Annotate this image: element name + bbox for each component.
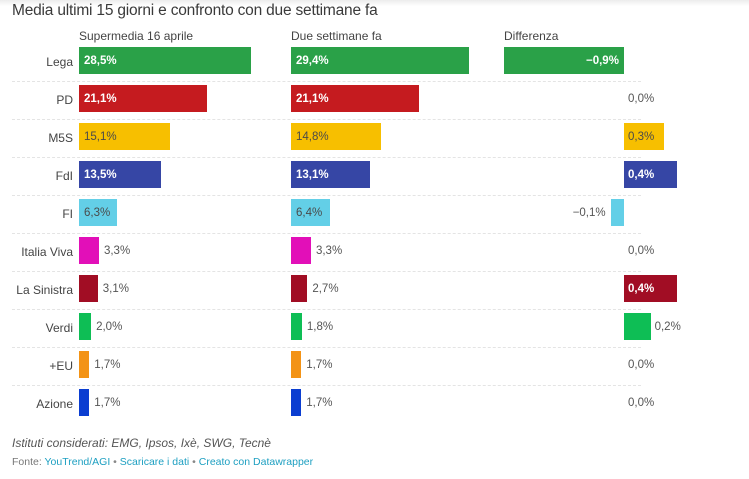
bar-due-settimane (291, 123, 381, 150)
value-label: 15,1% (84, 131, 117, 143)
separator: • (110, 456, 120, 468)
difference-label: −0,1% (572, 207, 606, 219)
category-label: PD (56, 93, 73, 107)
value-label: 6,4% (296, 207, 323, 219)
value-label: 1,7% (94, 359, 121, 371)
category-label: +EU (49, 359, 73, 373)
bar-supermedia (79, 389, 90, 416)
column-header-supermedia: Supermedia 16 aprile (79, 29, 194, 43)
source-prefix: Fonte: (12, 456, 45, 468)
bar-due-settimane (291, 237, 311, 264)
chart-row: La Sinistra 3,1% 2,7% 0,4% (12, 271, 678, 310)
bar-due-settimane (291, 85, 419, 112)
bar-due-settimane (291, 389, 302, 416)
bar-supermedia (79, 237, 99, 264)
download-data-link[interactable]: Scaricare i dati (119, 456, 190, 468)
value-label: 1,7% (94, 397, 121, 409)
value-label: 21,1% (296, 93, 329, 105)
bar-due-settimane (291, 351, 302, 378)
category-label: Azione (36, 397, 73, 411)
source-link[interactable]: YouTrend/AGI (44, 456, 111, 468)
chart-row: FdI 13,5% 13,1% 0,4% (12, 157, 678, 196)
column-header-due-settimane: Due settimane fa (291, 29, 382, 43)
category-label: FdI (55, 169, 73, 183)
chart-row: Lega 28,5% 29,4% −0,9% (12, 43, 641, 82)
difference-label: 0,2% (654, 321, 681, 333)
value-label: 13,1% (296, 169, 329, 181)
chart-row: Azione 1,7% 1,7% 0,0% (12, 385, 654, 423)
value-label: 3,1% (102, 283, 129, 295)
category-label: Lega (46, 55, 73, 69)
chart-row: PD 21,1% 21,1% 0,0% (12, 81, 654, 120)
bar-supermedia (79, 351, 90, 378)
value-label: 1,7% (306, 397, 333, 409)
chart-row: FI 6,3% 6,4% −0,1% (12, 195, 641, 234)
bar-differenza (624, 123, 664, 150)
bar-supermedia (79, 123, 171, 150)
bar-due-settimane (291, 161, 371, 188)
difference-label: 0,0% (628, 359, 655, 371)
bar-due-settimane (291, 47, 469, 74)
value-label: 28,5% (84, 55, 117, 67)
value-label: 21,1% (84, 93, 117, 105)
bar-supermedia (79, 275, 98, 302)
bar-supermedia (79, 161, 161, 188)
bar-supermedia (79, 47, 252, 74)
value-label: 2,7% (312, 283, 339, 295)
bar-differenza (624, 161, 678, 188)
bar-supermedia (79, 313, 92, 340)
value-label: 1,7% (306, 359, 333, 371)
chart-source: Fonte: YouTrend/AGI • Scaricare i dati •… (12, 456, 313, 468)
bar-differenza (624, 275, 678, 302)
value-label: 6,3% (84, 207, 111, 219)
difference-label: 0,0% (628, 397, 655, 409)
chart-title: Media ultimi 15 giorni e confronto con d… (12, 2, 378, 19)
column-header-differenza: Differenza (504, 29, 559, 43)
difference-label: 0,4% (628, 283, 655, 295)
bar-due-settimane (291, 275, 308, 302)
bar-supermedia (79, 85, 207, 112)
bar-differenza (504, 47, 624, 74)
value-label: 3,3% (103, 245, 131, 257)
category-label: M5S (48, 131, 73, 145)
datawrapper-credit-link[interactable]: Creato con Datawrapper (198, 456, 314, 468)
value-label: 1,8% (306, 321, 334, 333)
value-label: 2,0% (96, 321, 123, 333)
bar-due-settimane (291, 199, 330, 226)
value-label: 3,3% (315, 245, 343, 257)
chart-row: Verdi 2,0% 1,8% 0,2% (12, 309, 681, 348)
chart-notes: Istituti considerati: EMG, Ipsos, Ixè, S… (12, 436, 271, 450)
category-label: FI (62, 207, 73, 221)
bar-differenza (624, 313, 651, 340)
value-label: 29,4% (296, 55, 329, 67)
difference-label: 0,0% (628, 245, 655, 257)
difference-label: 0,3% (628, 131, 655, 143)
category-label: La Sinistra (16, 283, 73, 297)
difference-label: −0,9% (586, 55, 619, 67)
difference-label: 0,4% (628, 169, 655, 181)
bar-supermedia (79, 199, 118, 226)
bar-due-settimane (291, 313, 302, 340)
category-label: Italia Viva (21, 245, 73, 259)
separator: • (189, 456, 199, 468)
top-shadow (0, 0, 749, 6)
difference-label: 0,0% (628, 93, 655, 105)
chart-row: +EU 1,7% 1,7% 0,0% (12, 347, 654, 386)
chart-row: M5S 15,1% 14,8% 0,3% (12, 119, 664, 158)
category-label: Verdi (45, 321, 73, 335)
value-label: 13,5% (84, 169, 117, 181)
chart-row: Italia Viva 3,3% 3,3% 0,0% (12, 233, 654, 272)
bar-differenza (610, 199, 624, 226)
value-label: 14,8% (296, 131, 329, 143)
